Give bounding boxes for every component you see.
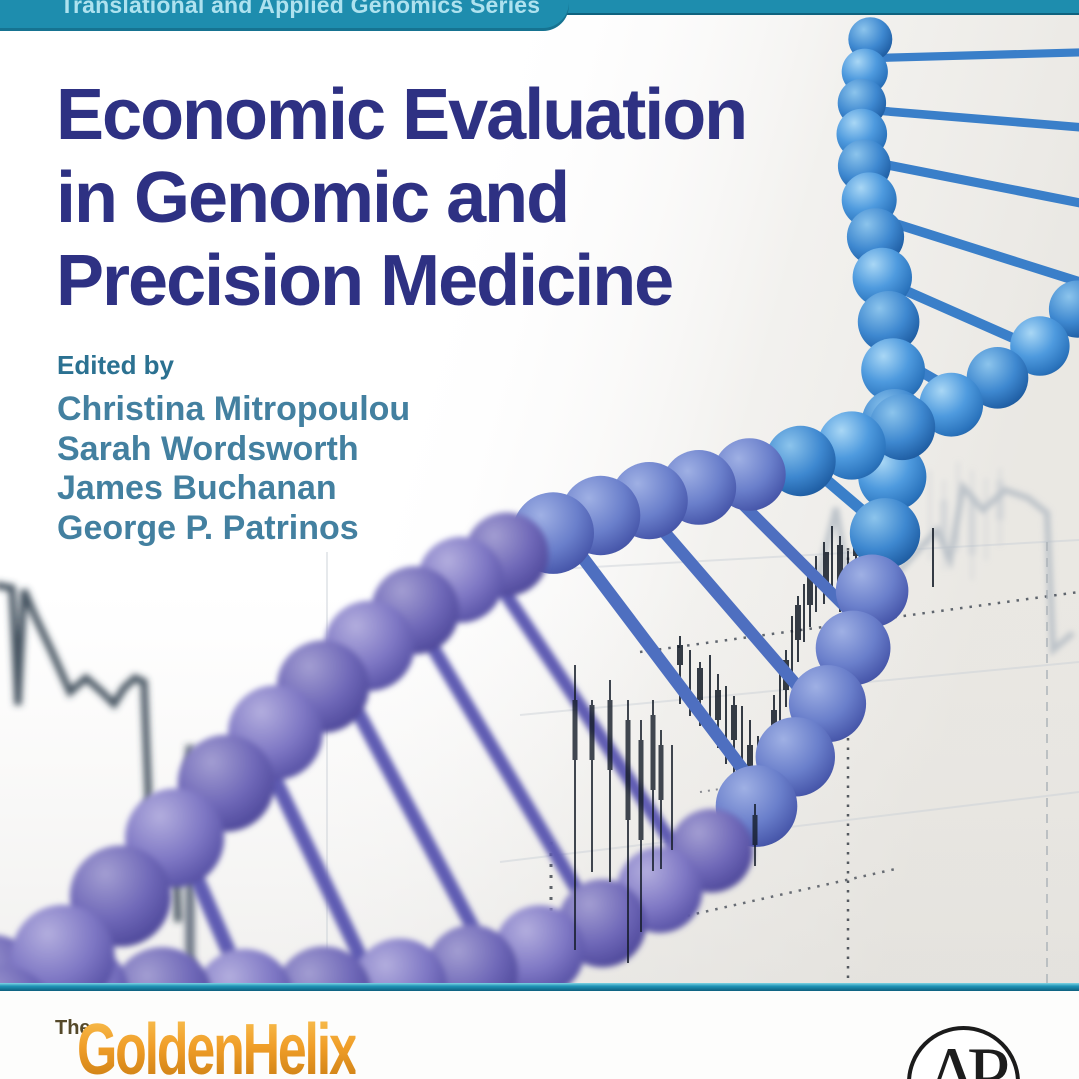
editor-name: James Buchanan (57, 469, 337, 507)
title-line-1: Economic Evaluation (56, 75, 748, 155)
edited-by-label: Edited by (57, 350, 175, 380)
dna-helix-illustration (0, 17, 1079, 1072)
series-banner-label: Translational and Applied Genomics Serie… (60, 0, 541, 18)
title-line-3: Precision Medicine (56, 241, 674, 321)
series-banner: Translational and Applied Genomics Serie… (0, 0, 569, 31)
editor-name: Sarah Wordsworth (57, 429, 359, 468)
editor-name: George P. Patrinos (57, 508, 359, 547)
publisher-band (0, 991, 1079, 1079)
academic-press-monogram: AP (923, 1031, 1011, 1079)
golden-helix-prefix: The (55, 1017, 91, 1039)
golden-helix-wordmark: GoldenHelix (77, 1014, 358, 1079)
book-title: Economic Evaluation in Genomic and Preci… (56, 74, 748, 323)
editor-name: Christina Mitropoulou (57, 390, 411, 428)
editors-block: Edited by Christina Mitropoulou Sarah Wo… (57, 350, 410, 548)
golden-helix-logo: The GoldenHelix (53, 1008, 413, 1079)
bottom-divider (0, 983, 1079, 991)
foreground-candles (572, 665, 758, 963)
title-line-2: in Genomic and (56, 158, 570, 238)
